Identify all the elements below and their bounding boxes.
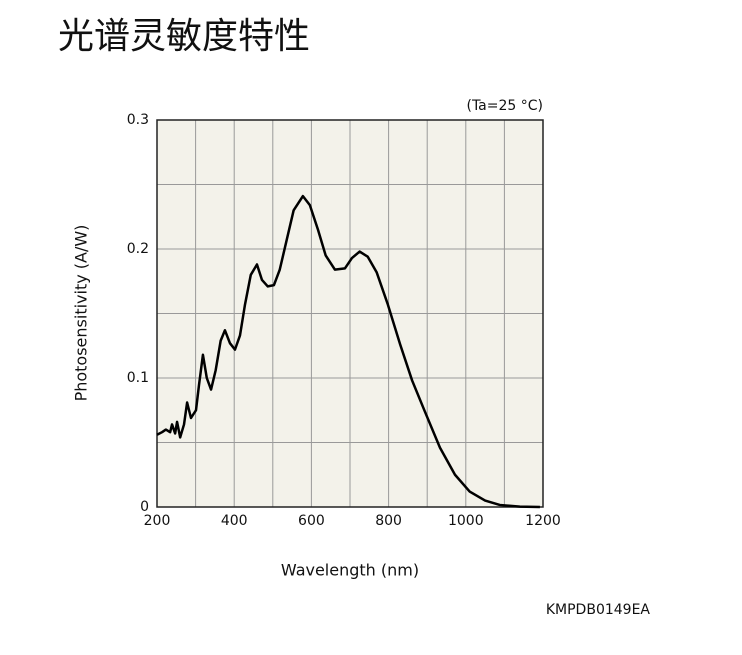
x-tick-label: 600 (298, 513, 325, 529)
x-axis-label: Wavelength (nm) (281, 561, 419, 580)
data-line (156, 194, 540, 509)
x-tick-label: 200 (144, 513, 171, 529)
x-tick-label: 400 (221, 513, 248, 529)
plot-frame (156, 119, 544, 508)
footnote: KMPDB0149EA (546, 602, 651, 618)
annotation: (Ta=25 °C) (466, 98, 543, 114)
chart-title: 光谱灵敏度特性 (58, 16, 310, 57)
y-tick-label: 0.1 (127, 370, 149, 386)
x-tick-label: 1000 (448, 513, 484, 529)
x-tick-label: 1200 (525, 513, 561, 529)
x-tick-label: 800 (375, 513, 402, 529)
y-axis-label: Photosensitivity (A/W) (72, 225, 91, 402)
y-tick-label: 0 (140, 499, 149, 515)
y-tick-label: 0.2 (127, 241, 149, 257)
y-tick-label: 0.3 (127, 112, 149, 128)
